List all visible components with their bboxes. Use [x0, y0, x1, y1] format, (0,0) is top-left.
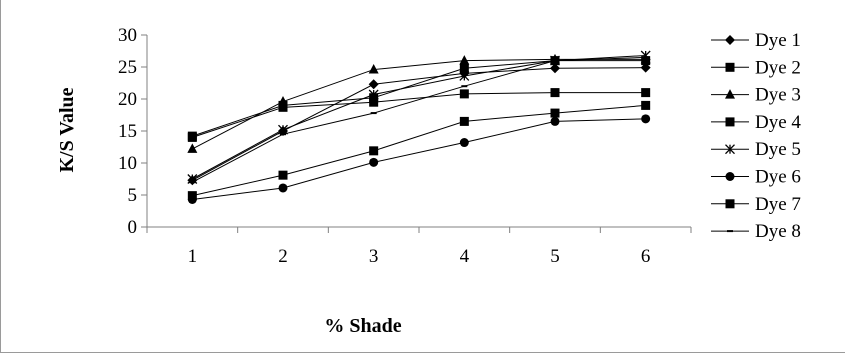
series-layer [187, 50, 651, 204]
data-point [459, 55, 470, 65]
data-point [368, 64, 379, 74]
data-point [550, 88, 560, 98]
data-point [278, 124, 288, 135]
y-tick-label: 10 [118, 153, 137, 174]
legend-marker [725, 172, 735, 181]
y-axis-title: K/S Value [56, 87, 78, 172]
x-tick-label: 2 [278, 246, 288, 267]
data-point [459, 63, 469, 73]
data-point [550, 63, 560, 74]
x-tick-label: 6 [641, 246, 651, 267]
legend-label: Dye 5 [755, 139, 801, 160]
data-point [640, 62, 651, 73]
series-line [192, 54, 646, 180]
x-tick-label: 4 [460, 246, 470, 267]
legend-label: Dye 8 [755, 221, 801, 242]
legend-marker [725, 35, 735, 45]
data-point [370, 112, 377, 115]
data-point [641, 114, 651, 124]
series-3 [187, 53, 651, 153]
data-point [369, 146, 379, 156]
x-tick-label: 3 [369, 246, 379, 267]
legend-label: Dye 4 [755, 112, 801, 133]
x-tick-label: 1 [188, 246, 198, 267]
data-point [369, 97, 379, 107]
axes: 0 5 10 15 20 25 30 1 2 3 4 5 6 [118, 25, 692, 267]
legend-item: Dye 5 [711, 139, 801, 160]
series-line [192, 60, 646, 137]
data-point [642, 56, 649, 59]
y-tick-label: 15 [118, 121, 137, 142]
legend-label: Dye 2 [755, 57, 801, 78]
data-point [187, 191, 197, 201]
x-tick-label: 5 [550, 246, 560, 267]
data-point [278, 102, 288, 112]
legend-marker [725, 199, 735, 209]
legend-item: Dye 2 [711, 57, 801, 78]
legend-marker [727, 230, 733, 233]
legend-label: Dye 1 [755, 30, 801, 51]
legend-item: Dye 4 [711, 112, 801, 133]
data-point [278, 170, 288, 180]
data-point [641, 88, 651, 98]
data-point [368, 89, 379, 100]
legend-item: Dye 6 [711, 167, 801, 188]
data-point [461, 85, 468, 88]
legend-label: Dye 7 [755, 194, 801, 215]
series-6 [187, 114, 651, 204]
series-4 [187, 88, 651, 142]
series-line [192, 58, 646, 150]
y-tick-label: 20 [118, 89, 137, 110]
series-7 [187, 100, 651, 201]
series-5 [187, 50, 651, 184]
series-1 [187, 62, 651, 186]
series-8 [189, 56, 649, 184]
data-point [640, 50, 651, 61]
data-point [459, 116, 469, 126]
legend-label: Dye 3 [755, 85, 801, 106]
data-point [369, 157, 379, 167]
data-point [187, 143, 198, 153]
data-point [278, 183, 288, 193]
legend-marker [725, 62, 735, 72]
data-point [641, 100, 651, 110]
data-point [550, 116, 560, 126]
legend-item: Dye 1 [711, 30, 801, 51]
legend-item: Dye 3 [711, 85, 801, 106]
data-point [368, 79, 379, 90]
legend-marker [725, 117, 735, 127]
data-point [552, 59, 558, 62]
series-line [192, 104, 646, 197]
y-tick-label: 30 [118, 25, 137, 46]
x-axis-title: % Shade [324, 315, 401, 337]
y-tick-label: 0 [128, 217, 138, 238]
data-point [459, 71, 470, 81]
series-line [192, 67, 646, 181]
series-line [192, 118, 646, 200]
legend: Dye 1 Dye 2 Dye 3 Dye 4 Dye 5 Dye 6 Dye 7 Dye 8 [711, 30, 801, 242]
data-point [280, 133, 286, 136]
data-point [189, 181, 196, 184]
data-point [187, 132, 197, 142]
legend-label: Dye 6 [755, 167, 801, 188]
data-point [550, 108, 560, 118]
data-point [459, 138, 469, 148]
legend-marker [725, 89, 735, 99]
series-line [192, 92, 646, 138]
data-point [459, 89, 469, 99]
legend-item: Dye 8 [711, 221, 801, 242]
legend-marker [725, 144, 735, 155]
series-line [192, 56, 646, 183]
y-tick-label: 5 [128, 185, 138, 206]
legend-item: Dye 7 [711, 194, 801, 215]
y-tick-label: 25 [118, 57, 137, 78]
